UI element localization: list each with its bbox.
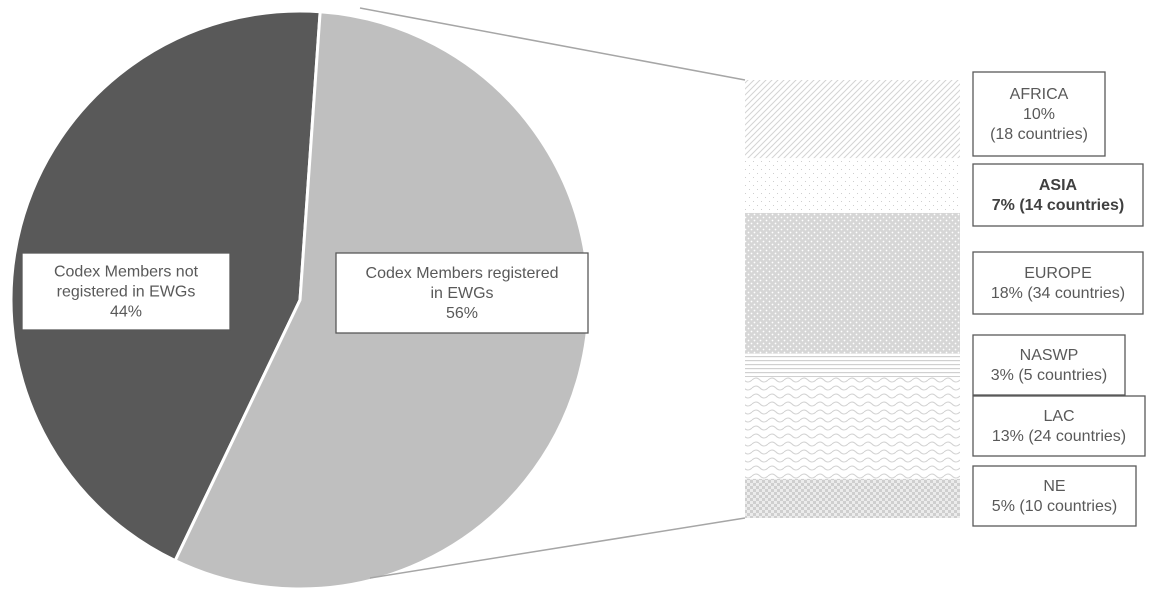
label-not-registered-box [21,252,231,331]
bar-segment-ne [745,478,960,518]
label-europe-line-1: EUROPE [1024,265,1092,282]
label-lac: LAC 13% (24 countries) [972,395,1146,457]
label-naswp-box [972,334,1126,396]
bar-segment-europe [745,212,960,354]
label-ne-box [972,465,1137,527]
label-naswp: NASWP 3% (5 countries) [972,334,1126,396]
label-africa-line-1: AFRICA [1010,86,1069,103]
connector-line-top [359,7,746,81]
breakdown-bar-layer [745,80,960,518]
label-registered-line-1: Codex Members registered [366,265,559,282]
label-asia-box [972,163,1144,227]
label-naswp-line-1: NASWP [1020,347,1079,364]
label-africa-box [972,71,1106,157]
label-asia: ASIA 7% (14 countries) [972,163,1144,227]
label-ne-line-2: 5% (10 countries) [992,498,1117,515]
label-not-registered-line-3: 44% [110,304,142,321]
label-africa-line-2: 10% [1023,106,1055,123]
label-registered-line-3: 56% [446,305,478,322]
label-europe-line-2: 18% (34 countries) [991,285,1125,302]
label-ne-line-1: NE [1043,478,1065,495]
bar-segment-asia [745,158,960,213]
connector-layer [359,7,746,579]
label-lac-line-2: 13% (24 countries) [992,428,1126,445]
label-africa-line-3: (18 countries) [990,126,1088,143]
label-africa: AFRICA 10% (18 countries) [972,71,1106,157]
label-registered-box [335,252,589,334]
label-not-registered-line-1: Codex Members not [54,264,199,281]
connector-line-bottom [369,517,746,579]
label-europe-box [972,251,1144,315]
label-europe: EUROPE 18% (34 countries) [972,251,1144,315]
label-asia-line-1: ASIA [1039,177,1078,194]
label-ne: NE 5% (10 countries) [972,465,1137,527]
bar-segment-naswp [745,353,960,378]
bar-segment-africa [745,80,960,159]
label-lac-box [972,395,1146,457]
label-not-registered-line-2: registered in EWGs [57,284,196,301]
bar-segment-lac [745,377,960,479]
label-naswp-line-2: 3% (5 countries) [991,367,1108,384]
label-lac-line-1: LAC [1043,408,1074,425]
label-not-registered: Codex Members not registered in EWGs 44% [21,252,231,331]
label-registered-line-2: in EWGs [430,285,493,302]
label-registered: Codex Members registered in EWGs 56% [335,252,589,334]
label-asia-line-2: 7% (14 countries) [992,197,1124,214]
